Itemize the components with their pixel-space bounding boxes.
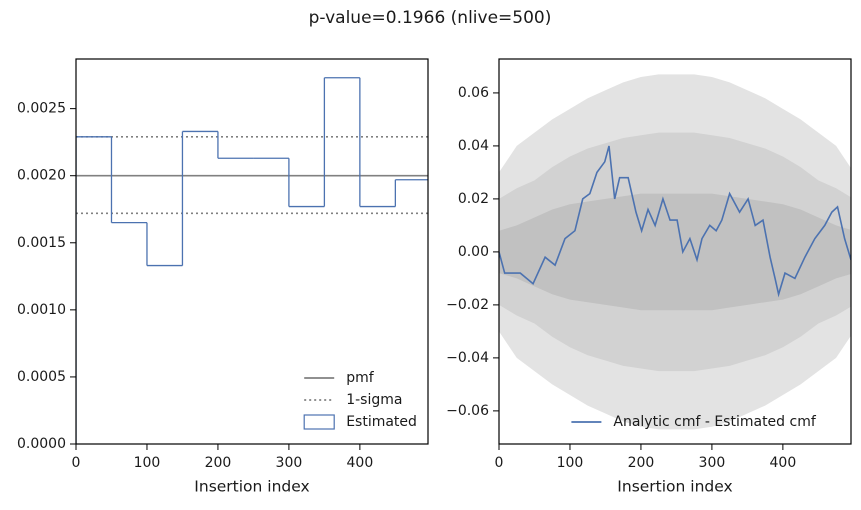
x-tick-label: 300	[699, 455, 726, 471]
data-line	[499, 145, 851, 298]
x-axis-label: Insertion index	[194, 478, 309, 496]
x-tick-label: 100	[134, 455, 161, 471]
y-tick-label: 0.0020	[17, 168, 66, 184]
x-tick-label: 0	[72, 455, 81, 471]
x-tick-label: 300	[276, 455, 303, 471]
legend-swatch	[303, 414, 335, 430]
y-tick-label: 0.0000	[17, 436, 66, 452]
x-tick-label: 200	[628, 455, 655, 471]
axes-frame	[75, 58, 429, 445]
x-tick-label: 0	[495, 455, 504, 471]
y-tick-label: −0.02	[446, 297, 489, 313]
y-tick-label: 0.0015	[17, 235, 66, 251]
legend-label: pmf	[346, 370, 375, 386]
y-tick-label: 0.02	[458, 191, 489, 207]
x-tick-label: 400	[347, 455, 374, 471]
plot-area	[76, 77, 428, 444]
sigma-band	[499, 193, 851, 311]
plot-area	[499, 74, 851, 430]
y-tick-label: 0.0025	[17, 101, 66, 117]
x-tick-label: 200	[205, 455, 232, 471]
figure-title: p-value=0.1966 (nlive=500)	[309, 8, 552, 28]
x-tick-label: 100	[557, 455, 584, 471]
y-tick-label: 0.0005	[17, 369, 66, 385]
legend-label: Estimated	[346, 414, 417, 430]
y-tick-label: 0.06	[458, 85, 489, 101]
legend-label: 1-sigma	[346, 392, 402, 408]
x-axis-label: Insertion index	[617, 478, 732, 496]
y-tick-label: −0.06	[446, 403, 489, 419]
x-tick-label: 400	[770, 455, 797, 471]
y-tick-label: 0.04	[458, 138, 489, 154]
legend-label: Analytic cmf - Estimated cmf	[613, 414, 816, 430]
y-tick-label: 0.0010	[17, 302, 66, 318]
y-tick-label: −0.04	[446, 350, 489, 366]
y-tick-label: 0.00	[458, 244, 489, 260]
